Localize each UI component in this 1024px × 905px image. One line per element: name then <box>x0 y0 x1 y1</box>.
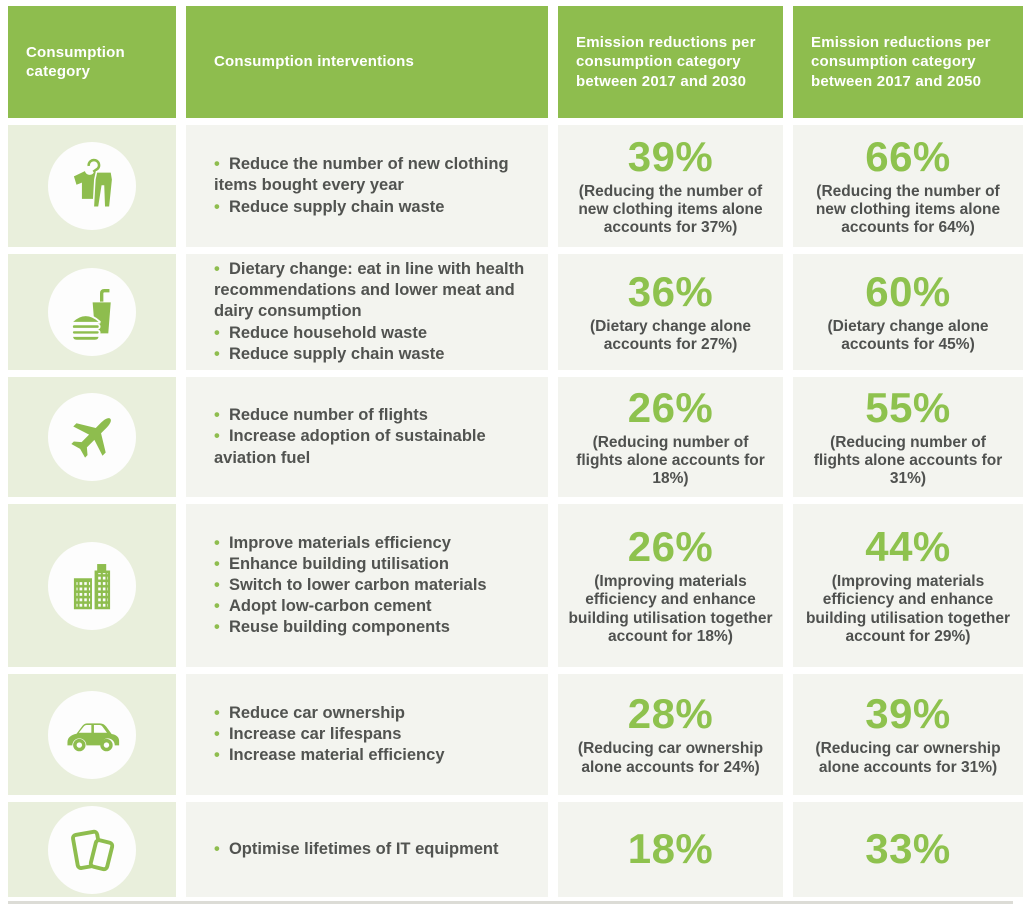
reduction-note: (Improving materials efficiency and enha… <box>568 572 773 645</box>
reduction-2050-cell: 66% (Reducing the number of new clothing… <box>793 125 1023 247</box>
category-cell-buildings <box>8 504 176 667</box>
icon-circle <box>48 268 136 356</box>
reduction-percentage: 18% <box>627 825 714 873</box>
intervention-item: Dietary change: eat in line with health … <box>214 259 526 322</box>
reduction-percentage: 44% <box>865 522 951 570</box>
intervention-item: Adopt low-carbon cement <box>214 596 526 617</box>
reduction-percentage: 26% <box>627 522 714 570</box>
reduction-percentage: 66% <box>865 132 951 180</box>
intervention-item: Reduce supply chain waste <box>214 197 526 218</box>
icon-circle <box>48 541 136 630</box>
icon-circle <box>48 393 136 481</box>
interventions-cell: Improve materials efficiency Enhance bui… <box>186 504 548 667</box>
reduction-2050-cell: 33% <box>793 802 1023 897</box>
intervention-item: Enhance building utilisation <box>214 554 526 575</box>
reduction-percentage: 36% <box>627 267 714 315</box>
reduction-percentage: 60% <box>865 267 951 315</box>
header-reduction-2050: Emission reductions per consumption cate… <box>793 6 1023 118</box>
reduction-note: (Reducing number of flights alone accoun… <box>813 433 1003 488</box>
interventions-cell: Reduce number of flights Increase adopti… <box>186 377 548 497</box>
header-label: Consumption interventions <box>214 53 414 71</box>
buildings-icon <box>73 563 111 609</box>
reduction-percentage: 26% <box>627 383 714 431</box>
icon-circle <box>48 690 136 779</box>
intervention-item: Reduce number of flights <box>214 405 526 426</box>
reduction-note: (Dietary change alone accounts for 27%) <box>589 317 752 354</box>
header-consumption-category: Consumption category <box>8 6 176 118</box>
intervention-item: Reduce supply chain waste <box>214 344 526 365</box>
reduction-note: (Improving materials efficiency and enha… <box>805 572 1011 645</box>
category-cell-clothing <box>8 125 176 247</box>
reduction-2030-cell: 18% <box>558 802 783 897</box>
intervention-item: Optimise lifetimes of IT equipment <box>214 839 526 860</box>
reduction-2030-cell: 26% (Reducing number of flights alone ac… <box>558 377 783 497</box>
reduction-note: (Dietary change alone accounts for 45%) <box>827 317 989 354</box>
car-icon <box>67 722 120 751</box>
reduction-percentage: 39% <box>627 132 714 180</box>
airplane-icon <box>71 418 111 458</box>
category-cell-cars <box>8 674 176 795</box>
clothing-icon <box>73 158 114 209</box>
category-cell-aviation <box>8 377 176 497</box>
intervention-item: Increase adoption of sustainable aviatio… <box>214 426 526 468</box>
intervention-item: Increase material efficiency <box>214 745 526 766</box>
reduction-2030-cell: 39% (Reducing the number of new clothing… <box>558 125 783 247</box>
reduction-2030-cell: 36% (Dietary change alone accounts for 2… <box>558 254 783 370</box>
reduction-2030-cell: 26% (Improving materials efficiency and … <box>558 504 783 667</box>
header-label: Emission reductions per consumption cate… <box>576 33 756 90</box>
intervention-item: Reduce the number of new clothing items … <box>214 154 526 196</box>
reduction-percentage: 33% <box>865 825 951 873</box>
reduction-note: (Reducing number of flights alone accoun… <box>576 433 765 488</box>
intervention-item: Increase car lifespans <box>214 724 526 745</box>
reduction-note: (Reducing car ownership alone accounts f… <box>577 740 764 776</box>
interventions-cell: Dietary change: eat in line with health … <box>186 254 548 370</box>
header-label: Consumption category <box>26 43 125 81</box>
food-icon <box>70 289 111 342</box>
intervention-item: Reduce household waste <box>214 323 526 344</box>
intervention-item: Switch to lower carbon materials <box>214 575 526 596</box>
reduction-2050-cell: 39% (Reducing car ownership alone accoun… <box>793 674 1023 795</box>
reduction-percentage: 39% <box>865 690 951 738</box>
reduction-2050-cell: 44% (Improving materials efficiency and … <box>793 504 1023 667</box>
interventions-cell: Reduce the number of new clothing items … <box>186 125 548 247</box>
intervention-item: Reduce car ownership <box>214 703 526 724</box>
interventions-cell: Optimise lifetimes of IT equipment <box>186 802 548 897</box>
reduction-percentage: 55% <box>865 383 951 431</box>
icon-circle <box>48 142 136 230</box>
header-consumption-interventions: Consumption interventions <box>186 6 548 118</box>
category-cell-it-equipment <box>8 802 176 897</box>
header-label: Emission reductions per consumption cate… <box>811 33 991 90</box>
header-reduction-2030: Emission reductions per consumption cate… <box>558 6 783 118</box>
reduction-note: (Reducing the number of new clothing ite… <box>815 182 1001 237</box>
reduction-percentage: 28% <box>627 690 714 738</box>
reduction-2050-cell: 55% (Reducing number of flights alone ac… <box>793 377 1023 497</box>
reduction-2050-cell: 60% (Dietary change alone accounts for 4… <box>793 254 1023 370</box>
reduction-note: (Reducing car ownership alone accounts f… <box>815 740 1001 776</box>
reduction-note: (Reducing the number of new clothing ite… <box>578 182 763 237</box>
interventions-cell: Reduce car ownership Increase car lifesp… <box>186 674 548 795</box>
intervention-item: Reuse building components <box>214 617 526 638</box>
icon-circle <box>48 805 136 894</box>
category-cell-food <box>8 254 176 370</box>
devices-icon <box>71 829 115 871</box>
intervention-item: Improve materials efficiency <box>214 533 526 554</box>
emissions-table: Consumption category Consumption interve… <box>8 6 1023 904</box>
reduction-2030-cell: 28% (Reducing car ownership alone accoun… <box>558 674 783 795</box>
